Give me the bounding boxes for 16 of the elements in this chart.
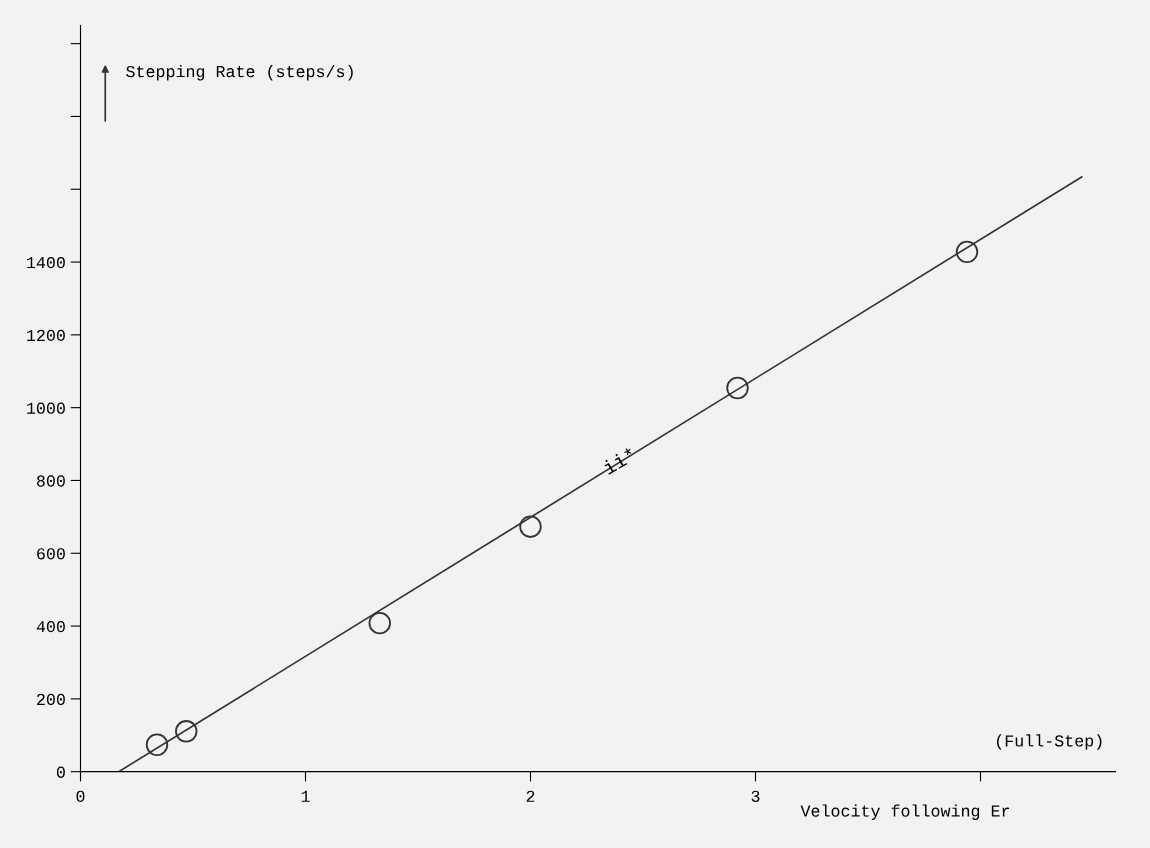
y-tick-label: 200 [37, 693, 65, 706]
annotation: (Full-Step) [997, 734, 1102, 750]
x-tick-label: 1 [301, 790, 310, 802]
y-tick-label: 0 [56, 766, 65, 778]
y-tick-label: 400 [36, 620, 65, 633]
y-tick-label: 1200 [27, 329, 65, 342]
x-tick-label: 0 [76, 790, 85, 802]
annotation: ii* [601, 446, 637, 475]
x-tick-label: 2 [526, 790, 535, 802]
y-tick-label: 600 [37, 548, 65, 560]
x-axis-title: Velocity following Er [800, 804, 1010, 820]
y-axis-title: Stepping Rate (steps/s) [126, 64, 353, 81]
y-tick-label: 1400 [27, 256, 65, 269]
y-tick-label: 800 [36, 475, 65, 487]
x-tick-label: 3 [751, 790, 760, 802]
y-tick-label: 1000 [27, 402, 65, 414]
